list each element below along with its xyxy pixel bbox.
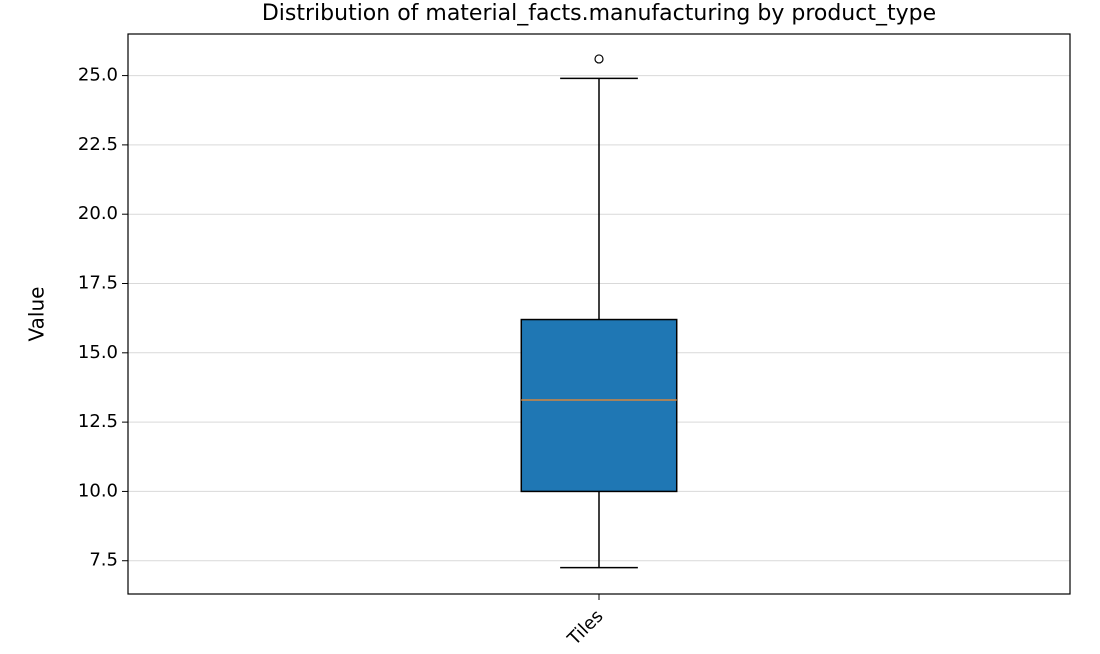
y-tick-label: 22.5: [78, 134, 118, 155]
y-tick-label: 20.0: [78, 203, 118, 224]
y-tick-label: 15.0: [78, 342, 118, 363]
chart-svg: 7.5 10.0 12.5 15.0 17.5 20.0 22.5 25.0 Value Dist…: [0, 0, 1100, 654]
y-tick-label: 17.5: [78, 273, 118, 294]
y-axis-label: Value: [25, 287, 49, 342]
y-tick-label: 12.5: [78, 411, 118, 432]
y-tick-label: 7.5: [89, 550, 118, 571]
box: [521, 320, 676, 492]
y-tick-label: 10.0: [78, 480, 118, 501]
y-tick-label: 25.0: [78, 65, 118, 86]
boxplot-chart: 7.5 10.0 12.5 15.0 17.5 20.0 22.5 25.0 Value Dist…: [0, 0, 1100, 654]
chart-title: Distribution of material_facts.manufactu…: [262, 1, 936, 26]
